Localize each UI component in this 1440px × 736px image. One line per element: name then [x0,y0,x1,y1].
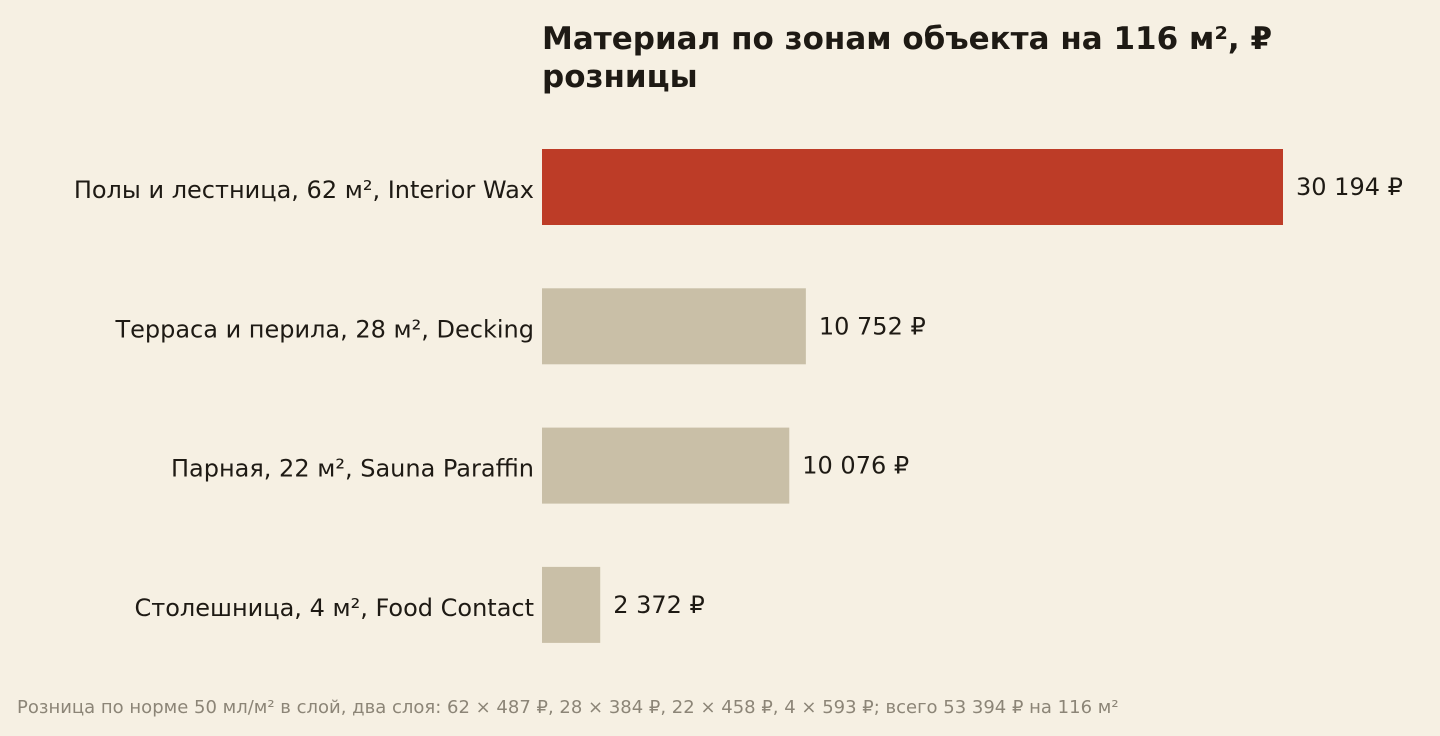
category-label: Терраса и перила, 28 м², Decking [114,315,534,343]
category-label: Парная, 22 м², Sauna Paraffin [171,455,534,483]
category-label: Полы и лестница, 62 м², Interior Wax [74,176,534,204]
chart-title: Материал по зонам объекта на 116 м², ₽ р… [542,21,1273,95]
bar [542,427,790,504]
value-label: 30 194 ₽ [1296,173,1403,201]
category-label: Столешница, 4 м², Food Contact [134,594,534,622]
value-label: 10 752 ₽ [819,312,926,340]
bar [542,566,601,643]
bar [542,149,1283,225]
value-label: 10 076 ₽ [802,452,909,480]
value-label: 2 372 ₽ [613,591,705,619]
bar [542,288,806,365]
chart-footnote: Розница по норме 50 мл/м² в слой, два сл… [17,697,1119,718]
